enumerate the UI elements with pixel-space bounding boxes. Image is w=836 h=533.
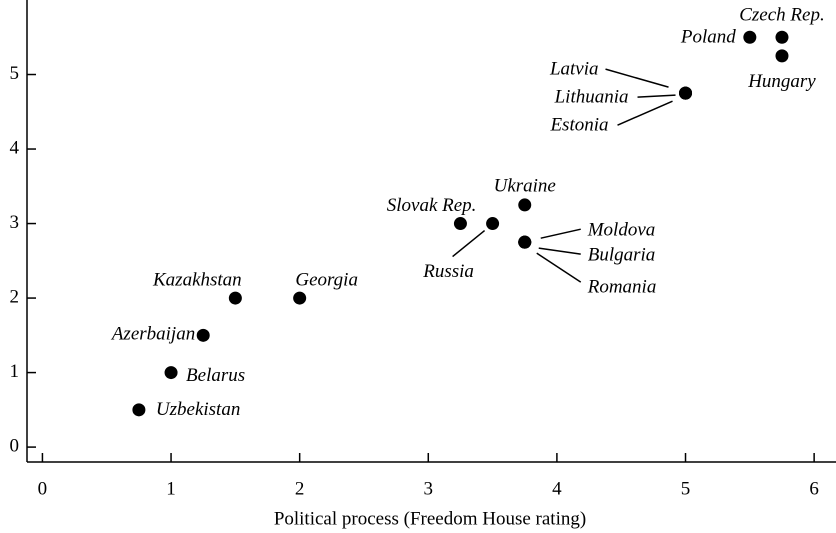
point-label: Azerbaijan: [110, 324, 195, 345]
x-tick-label: 6: [809, 478, 819, 499]
x-axis-label: Political process (Freedom House rating): [274, 508, 586, 529]
point: [775, 49, 789, 63]
point-label: Moldova: [587, 220, 656, 241]
point-label: Romania: [587, 277, 657, 298]
point: [228, 291, 242, 305]
y-tick-label: 2: [10, 286, 20, 307]
point-label: Georgia: [295, 269, 358, 290]
leader-line: [452, 229, 486, 258]
point: [518, 198, 532, 212]
x-tick-label: 0: [38, 478, 48, 499]
x-tick-label: 4: [552, 478, 562, 499]
point-label: Poland: [680, 27, 736, 48]
y-tick-label: 3: [10, 212, 20, 233]
leader-line: [605, 68, 669, 88]
point-label: Slovak Rep.: [387, 195, 477, 216]
point: [293, 291, 307, 305]
x-tick-label: 3: [424, 478, 434, 499]
point: [453, 217, 467, 231]
point: [743, 30, 757, 44]
leader-line: [540, 228, 581, 239]
point-label: Ukraine: [494, 175, 556, 196]
point-label: Russia: [422, 261, 474, 282]
point-label: Bulgaria: [588, 245, 656, 266]
y-tick-label: 0: [10, 435, 20, 456]
point: [164, 366, 178, 380]
leader-line: [536, 252, 582, 283]
leader-line: [538, 247, 581, 255]
x-tick-label: 5: [681, 478, 691, 499]
point-label: Lithuania: [554, 87, 629, 108]
leader-line: [617, 100, 673, 126]
point-label: Kazakhstan: [152, 269, 242, 290]
point: [518, 235, 532, 249]
y-tick-label: 1: [10, 361, 20, 382]
point-label: Uzbekistan: [156, 399, 240, 420]
point: [486, 217, 500, 231]
point-label: Hungary: [747, 71, 816, 92]
x-tick-label: 2: [295, 478, 305, 499]
point: [196, 328, 210, 342]
x-tick-label: 1: [166, 478, 176, 499]
point-label: Estonia: [549, 115, 608, 136]
point: [679, 86, 693, 100]
point: [775, 30, 789, 44]
leader-line: [637, 94, 676, 98]
y-tick-label: 5: [10, 63, 20, 84]
point-label: Czech Rep.: [739, 5, 824, 26]
point: [132, 403, 146, 417]
point-label: Latvia: [549, 59, 599, 80]
y-tick-label: 4: [10, 137, 20, 158]
point-label: Belarus: [186, 365, 245, 386]
